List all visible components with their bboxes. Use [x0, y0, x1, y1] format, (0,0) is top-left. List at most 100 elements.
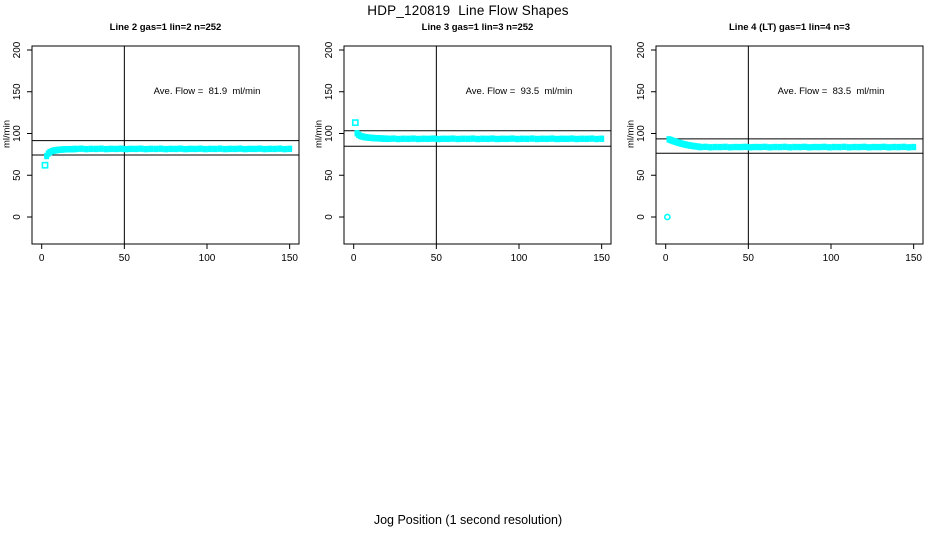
data-point [891, 143, 897, 149]
data-point [257, 147, 263, 152]
data-point [83, 145, 89, 151]
data-point [717, 146, 723, 151]
data-point [133, 145, 139, 150]
x-axis-label: Jog Position (1 second resolution) [373, 513, 563, 527]
data-point [153, 145, 159, 150]
data-point [98, 145, 104, 150]
data-point [727, 146, 733, 151]
data-point [881, 143, 887, 148]
data-point [143, 145, 149, 151]
data-point [143, 148, 149, 153]
data-point [871, 143, 877, 149]
data-point [153, 147, 159, 153]
data-point [584, 135, 590, 140]
data-point [192, 145, 198, 150]
data-point [579, 135, 585, 140]
data-point [831, 146, 837, 151]
data-point [519, 135, 525, 140]
data-point [197, 145, 203, 150]
panel1-box [31, 45, 300, 245]
data-point [405, 137, 411, 143]
data-point [712, 143, 718, 149]
data-point [163, 148, 169, 153]
data-point [732, 143, 738, 149]
panel2-box [343, 45, 612, 245]
data-point [83, 148, 89, 153]
data-point [73, 145, 79, 150]
data-point [277, 145, 283, 150]
data-point [559, 135, 565, 140]
data-point [78, 145, 84, 150]
data-point [544, 135, 550, 140]
data-point [93, 147, 99, 153]
data-point [78, 147, 84, 152]
panel1-ave-flow-annotation: Ave. Flow = 81.9 ml/min [153, 86, 261, 97]
data-point [519, 137, 525, 142]
data-point [906, 146, 912, 151]
data-point [118, 145, 124, 150]
data-point [400, 137, 406, 142]
data-point [395, 135, 401, 141]
data-point [385, 137, 391, 143]
x-tick-label: 0 [351, 253, 357, 264]
data-point [420, 137, 426, 142]
x-tick-label: 50 [743, 253, 755, 264]
data-point [722, 145, 728, 151]
data-point [727, 144, 733, 149]
data-point [841, 145, 847, 151]
data-point [123, 145, 129, 151]
data-point [400, 135, 406, 140]
data-point [435, 135, 441, 141]
y-tick-label: 50 [636, 169, 647, 181]
data-point [227, 147, 233, 153]
data-point [881, 145, 887, 151]
data-point [410, 135, 416, 140]
data-point [173, 145, 179, 150]
data-point [88, 147, 94, 153]
data-point [237, 147, 243, 152]
main-title: HDP_120819 Line Flow Shapes [367, 3, 569, 18]
y-tick-label: 150 [12, 83, 23, 100]
y-tick-label: 0 [636, 214, 647, 220]
data-point [574, 135, 580, 141]
data-point [544, 137, 550, 143]
panel2-ave-flow-annotation: Ave. Flow = 93.5 ml/min [465, 86, 573, 97]
data-point [465, 137, 471, 143]
data-point [425, 137, 431, 143]
data-point [836, 143, 842, 149]
data-point [821, 145, 827, 151]
data-point [757, 143, 763, 149]
y-tick-label: 100 [12, 125, 23, 142]
data-point [415, 135, 421, 141]
data-point [574, 137, 580, 143]
data-point [187, 147, 193, 153]
data-point [440, 135, 446, 140]
data-point [103, 145, 109, 151]
data-point [262, 148, 268, 153]
data-point [168, 145, 174, 150]
data-point [499, 137, 505, 142]
data-point [579, 137, 585, 142]
data-point [187, 145, 193, 150]
data-point [405, 135, 411, 140]
x-tick-label: 150 [905, 253, 922, 264]
data-point [772, 143, 778, 149]
y-tick-label: 200 [12, 41, 23, 58]
data-point [282, 145, 288, 151]
data-point [197, 147, 203, 152]
data-point [861, 143, 867, 148]
data-point [118, 147, 124, 152]
data-point [722, 143, 728, 148]
data-point [262, 145, 268, 151]
data-point [128, 145, 134, 150]
data-point [514, 135, 520, 141]
data-point [490, 135, 496, 140]
data-point [490, 137, 496, 142]
data-point [395, 137, 401, 143]
data-point [480, 135, 486, 140]
data-point [792, 146, 798, 151]
data-point [499, 135, 505, 140]
data-point [767, 144, 773, 149]
data-point [797, 143, 803, 149]
data-point [807, 146, 813, 151]
